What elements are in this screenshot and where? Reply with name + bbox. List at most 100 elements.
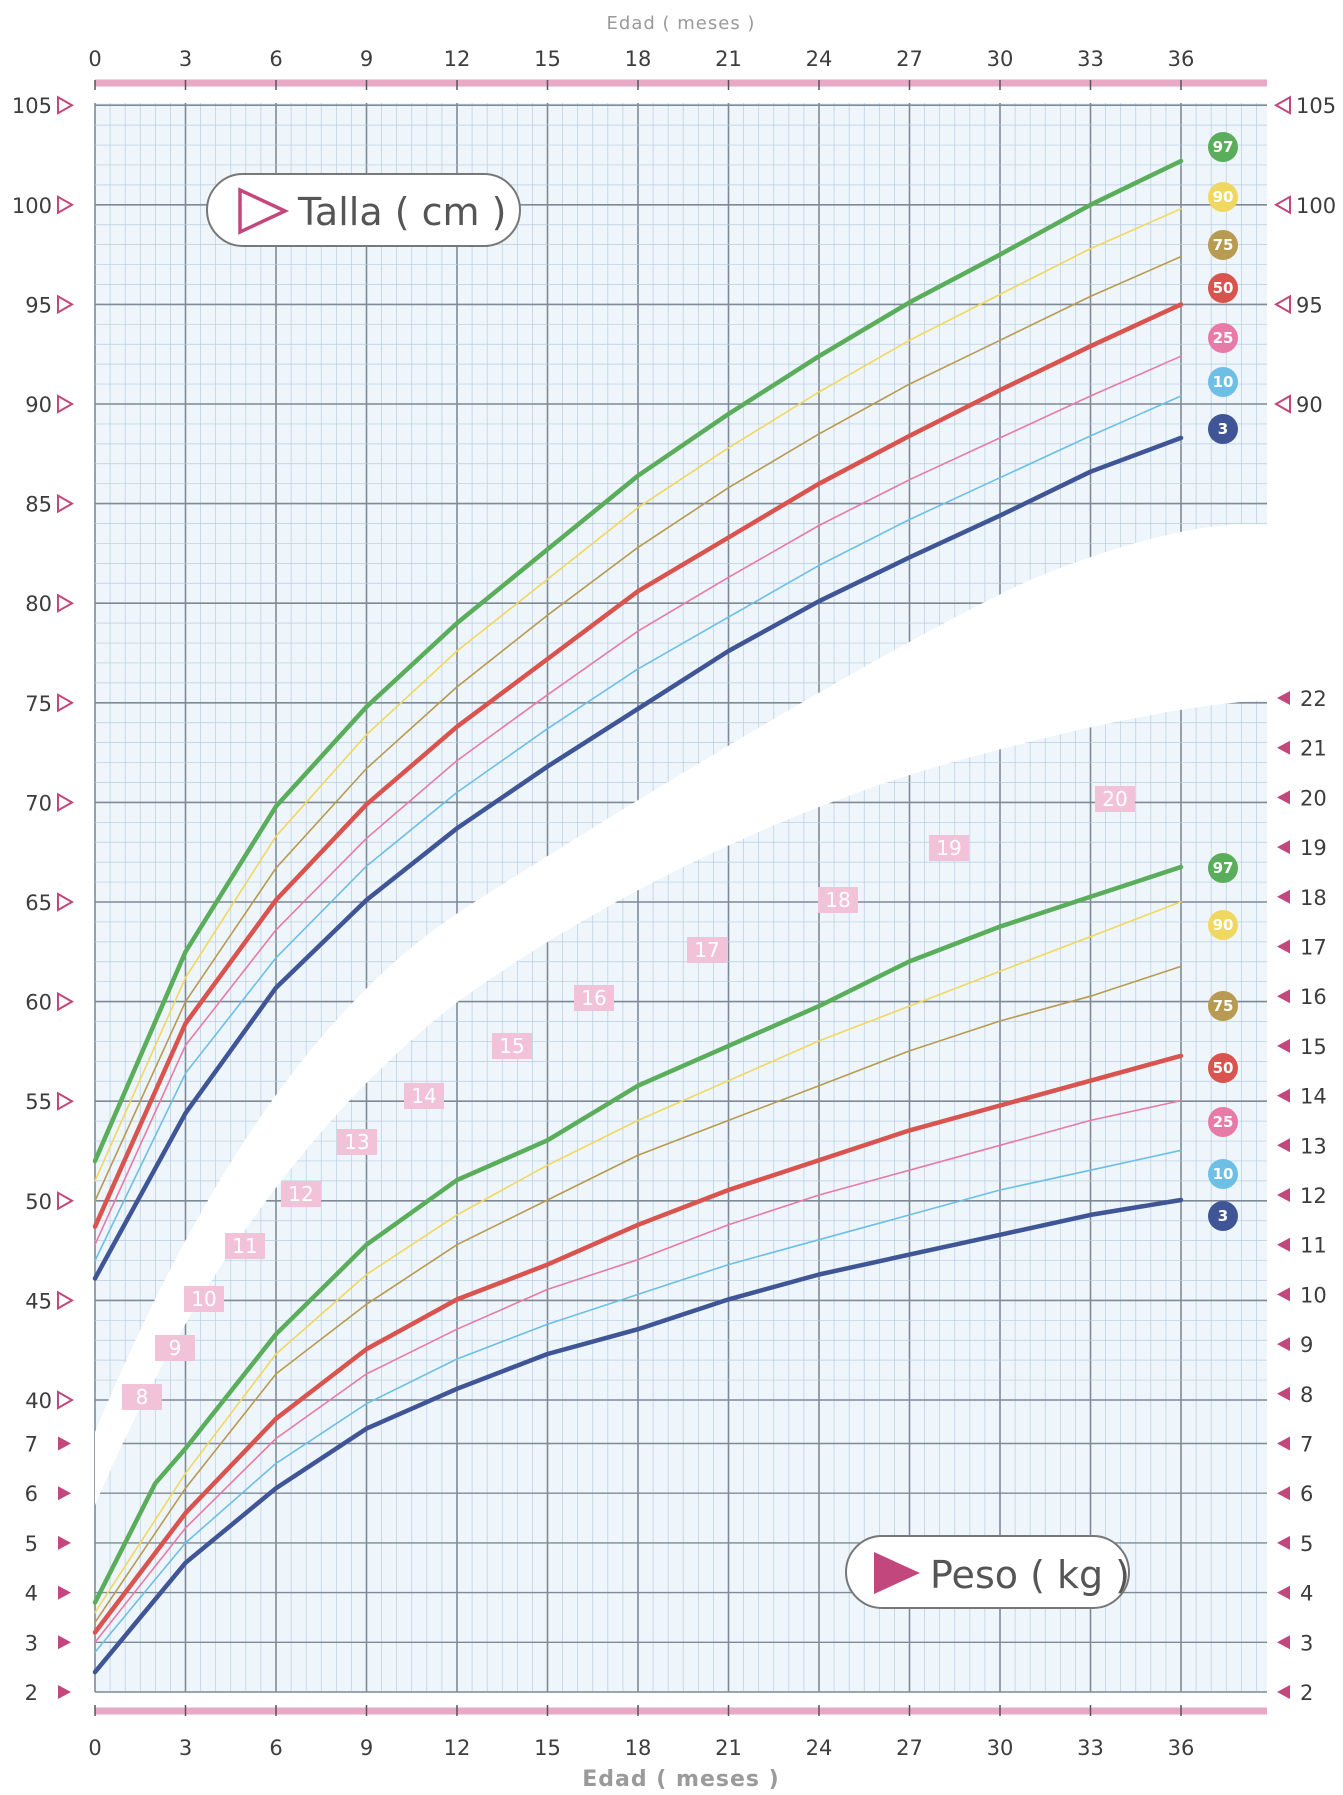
weight-legend-title: Peso ( kg ): [930, 1553, 1130, 1597]
solid-triangle-icon: [1277, 1088, 1290, 1103]
x-tick-label-top: 27: [896, 47, 923, 71]
weight-percentile-badge-3: 3: [1208, 1201, 1238, 1231]
solid-triangle-icon: [1277, 1138, 1290, 1153]
hollow-triangle-icon: [1273, 195, 1291, 215]
solid-triangle-icon: [874, 1552, 920, 1594]
svg-text:10: 10: [191, 1287, 216, 1311]
svg-text:12: 12: [288, 1182, 313, 1206]
height-p50-line: [92, 302, 1184, 1229]
weight-reference-label: 12: [281, 1181, 321, 1207]
height-tick-label-left: 95: [25, 293, 52, 317]
height-percentile-badge-50: 50: [1208, 273, 1238, 303]
height-tick-label-left: 75: [25, 692, 52, 716]
x-tick-label-top: 6: [269, 47, 282, 71]
weight-percentile-badge-90: 90: [1208, 910, 1238, 940]
solid-triangle-icon: [1277, 1038, 1290, 1053]
hollow-triangle-icon: [57, 195, 75, 215]
height-p97-line: [92, 158, 1184, 1164]
height-p75-line: [94, 255, 1182, 1202]
svg-text:8: 8: [136, 1385, 149, 1409]
weight-reference-label: 10: [184, 1286, 224, 1312]
plot-background: [95, 103, 1267, 1692]
x-tick-label-bottom: 30: [987, 1736, 1014, 1760]
hollow-triangle-icon: [57, 892, 75, 912]
hollow-triangle-icon: [238, 187, 290, 235]
height-percentile-badge-10: 10: [1208, 367, 1238, 397]
weight-p50-line: [92, 1053, 1184, 1635]
weight-tick-label-right: 21: [1300, 737, 1327, 761]
x-tick-label-top: 30: [987, 47, 1014, 71]
svg-text:97: 97: [1213, 138, 1234, 156]
weight-tick-label-right: 11: [1300, 1234, 1327, 1258]
x-tick-label-bottom: 0: [88, 1736, 101, 1760]
x-tick-label-top: 21: [715, 47, 742, 71]
solid-triangle-icon: [1277, 939, 1290, 954]
x-tick-label-bottom: 33: [1077, 1736, 1104, 1760]
weight-tick-label-left: 6: [25, 1482, 38, 1506]
height-percentile-badge-25: 25: [1208, 323, 1238, 353]
x-tick-label-bottom: 36: [1168, 1736, 1195, 1760]
x-tick-label-bottom: 18: [625, 1736, 652, 1760]
hollow-triangle-icon: [57, 792, 75, 813]
weight-tick-label-right: 19: [1300, 836, 1327, 860]
weight-tick-label-right: 15: [1300, 1035, 1327, 1059]
svg-text:50: 50: [1213, 279, 1234, 297]
solid-triangle-icon: [1277, 889, 1290, 904]
svg-text:9: 9: [169, 1336, 182, 1360]
svg-text:10: 10: [1213, 1165, 1234, 1183]
height-tick-label-left: 45: [25, 1289, 52, 1313]
weight-p3-line: [92, 1197, 1184, 1675]
x-axis-title-top: Edad ( meses ): [607, 13, 756, 34]
svg-text:3: 3: [1218, 420, 1228, 438]
height-tick-label-left: 85: [25, 493, 52, 517]
weight-p97-line: [92, 864, 1184, 1605]
weight-tick-label-right: 10: [1300, 1283, 1327, 1307]
svg-text:13: 13: [344, 1130, 369, 1154]
solid-triangle-icon: [1277, 1685, 1290, 1699]
weight-tick-label-right: 5: [1300, 1532, 1313, 1556]
svg-text:18: 18: [825, 888, 850, 912]
x-tick-label-bottom: 21: [715, 1736, 742, 1760]
height-tick-label-left: 40: [25, 1389, 52, 1413]
height-p3-line: [92, 435, 1184, 1281]
weight-reference-label: 9: [155, 1335, 195, 1361]
weight-tick-label-right: 13: [1300, 1134, 1327, 1158]
svg-text:75: 75: [1213, 236, 1234, 254]
height-tick-label-right: 105: [1296, 94, 1336, 118]
x-tick-label-top: 36: [1168, 47, 1195, 71]
x-tick-label-top: 12: [444, 47, 471, 71]
height-legend-title: Talla ( cm ): [297, 190, 506, 234]
weight-percentile-badge-10: 10: [1208, 1159, 1238, 1189]
hollow-triangle-icon: [57, 693, 75, 713]
weight-reference-label: 13: [337, 1129, 377, 1155]
right-gap: [1267, 520, 1343, 690]
x-tick-label-top: 33: [1077, 47, 1104, 71]
height-tick-label-left: 80: [25, 592, 52, 616]
solid-triangle-icon: [1277, 1635, 1290, 1650]
weight-reference-label: 15: [492, 1033, 532, 1059]
hollow-triangle-icon: [57, 1290, 75, 1311]
solid-triangle-icon: [1277, 1535, 1290, 1550]
hollow-triangle-icon: [57, 1091, 75, 1111]
svg-text:10: 10: [1213, 373, 1234, 391]
svg-text:97: 97: [1213, 859, 1234, 877]
solid-triangle-icon: [58, 1635, 71, 1650]
x-axis-title-bottom: Edad ( meses ): [582, 1767, 779, 1792]
weight-tick-label-right: 14: [1300, 1085, 1327, 1109]
svg-text:50: 50: [1213, 1059, 1234, 1077]
x-tick-label-top: 24: [806, 47, 833, 71]
height-tick-label-left: 50: [25, 1190, 52, 1214]
solid-triangle-icon: [1277, 840, 1290, 855]
x-tick-label-bottom: 27: [896, 1736, 923, 1760]
weight-tick-label-left: 3: [25, 1631, 38, 1655]
svg-text:75: 75: [1213, 997, 1234, 1015]
x-tick-label-top: 0: [88, 47, 101, 71]
weight-legend: Peso ( kg ): [845, 1535, 1130, 1609]
weight-reference-label: 14: [404, 1083, 444, 1109]
weight-reference-label: 11: [225, 1233, 265, 1259]
x-tick-label-top: 15: [534, 47, 561, 71]
svg-text:3: 3: [1218, 1207, 1228, 1225]
weight-tick-label-right: 3: [1300, 1631, 1313, 1655]
svg-text:90: 90: [1213, 188, 1234, 206]
